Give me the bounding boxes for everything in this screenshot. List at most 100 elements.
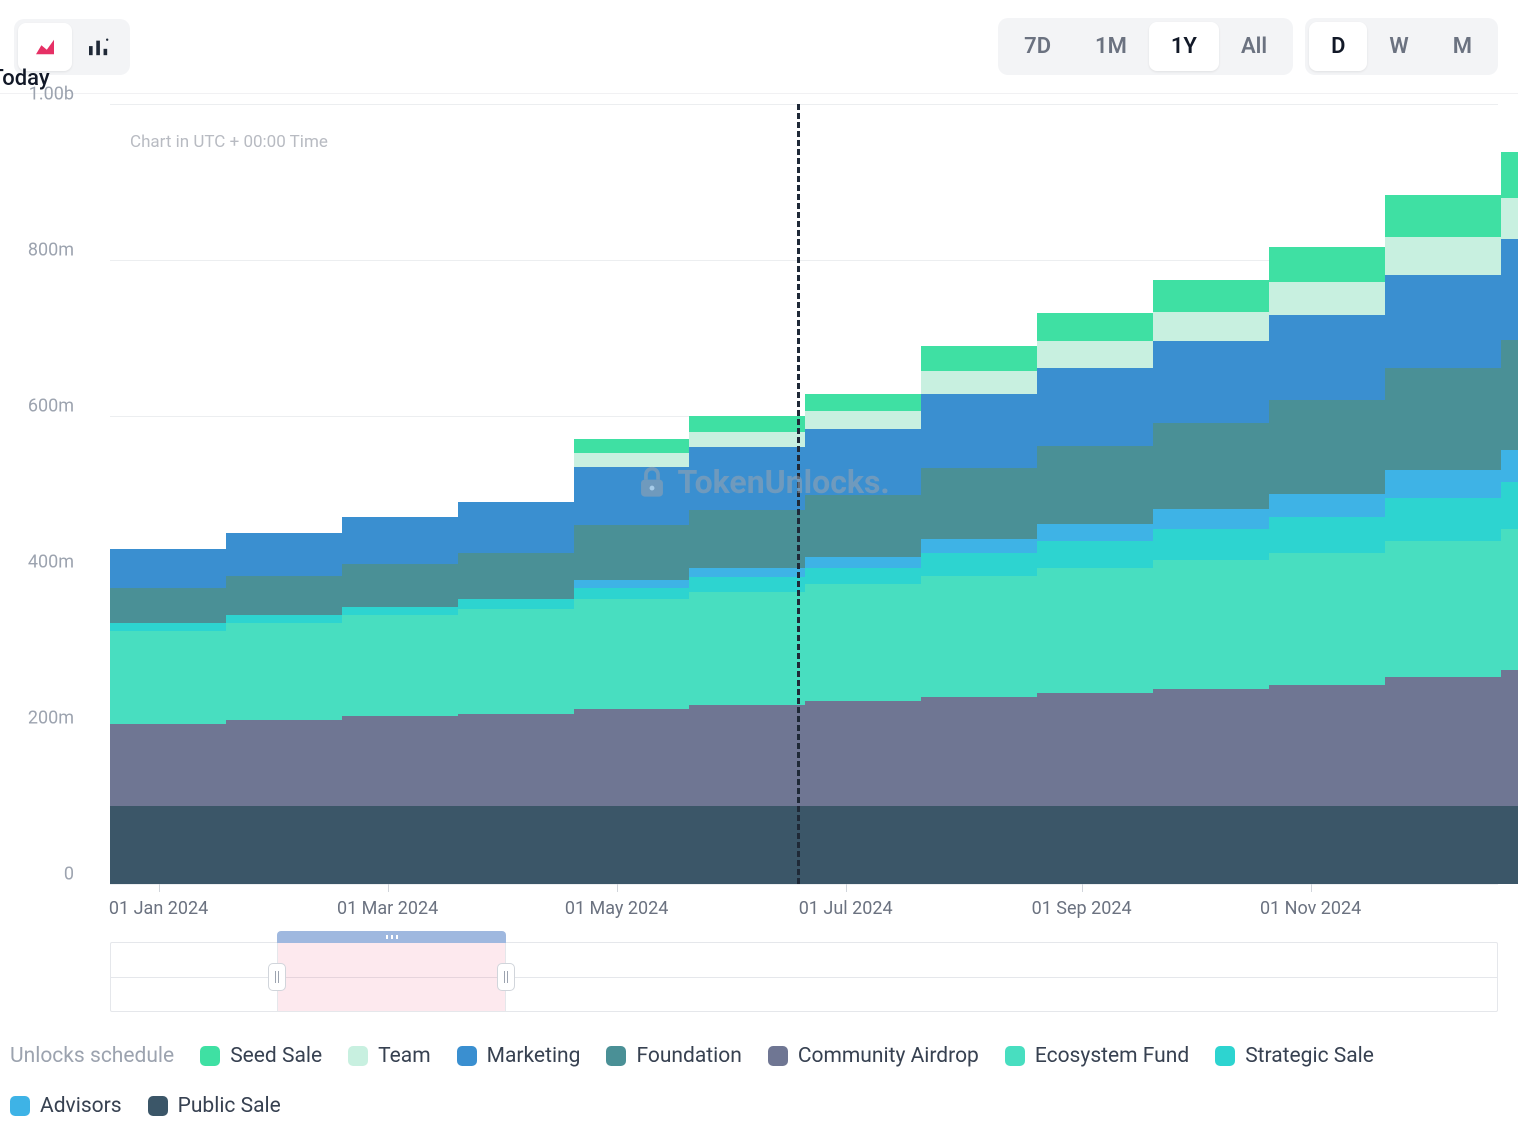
bar-segment-marketing bbox=[1269, 315, 1385, 401]
granularity-d[interactable]: D bbox=[1309, 22, 1367, 71]
bar-segment-strategic_sale bbox=[805, 568, 921, 584]
x-tick-label: 01 Sep 2024 bbox=[1032, 898, 1132, 919]
legend-label: Foundation bbox=[636, 1044, 741, 1068]
legend-item-public_sale[interactable]: Public Sale bbox=[148, 1094, 281, 1118]
legend-label: Advisors bbox=[40, 1094, 122, 1118]
legend-item-strategic_sale[interactable]: Strategic Sale bbox=[1215, 1044, 1374, 1068]
bar-stack bbox=[574, 439, 690, 884]
bar-segment-strategic_sale bbox=[1037, 541, 1153, 568]
bar-segment-marketing bbox=[342, 517, 458, 564]
legend-item-team[interactable]: Team bbox=[348, 1044, 431, 1068]
range-all[interactable]: All bbox=[1219, 22, 1289, 71]
bar-segment-marketing bbox=[1153, 341, 1269, 423]
plot-area[interactable]: Chart in UTC + 00:00 Time TokenUnlocks. bbox=[110, 104, 1498, 884]
bar-segment-ecosystem_fund bbox=[1269, 553, 1385, 686]
bar-stack bbox=[1501, 152, 1518, 884]
area-chart-button[interactable] bbox=[18, 23, 72, 71]
bar-stack bbox=[1385, 195, 1501, 884]
bar-segment-ecosystem_fund bbox=[1501, 529, 1518, 669]
bar-segment-community_airdrop bbox=[921, 697, 1037, 806]
bar-segment-team bbox=[805, 411, 921, 428]
bar-segment-public_sale bbox=[226, 806, 342, 884]
bar-stack bbox=[226, 533, 342, 884]
bar-segment-advisors bbox=[921, 539, 1037, 553]
bar-segment-community_airdrop bbox=[458, 714, 574, 806]
legend-item-marketing[interactable]: Marketing bbox=[457, 1044, 581, 1068]
granularity-m[interactable]: M bbox=[1431, 22, 1494, 71]
legend-title: Unlocks schedule bbox=[10, 1044, 174, 1068]
bar-segment-team bbox=[1037, 341, 1153, 368]
bar-segment-ecosystem_fund bbox=[921, 576, 1037, 697]
bar-segment-ecosystem_fund bbox=[342, 615, 458, 716]
bar-segment-marketing bbox=[1385, 275, 1501, 369]
legend-item-community_airdrop[interactable]: Community Airdrop bbox=[768, 1044, 979, 1068]
bar-chart-icon bbox=[88, 37, 110, 57]
legend-item-foundation[interactable]: Foundation bbox=[606, 1044, 741, 1068]
legend-item-ecosystem_fund[interactable]: Ecosystem Fund bbox=[1005, 1044, 1189, 1068]
bar-segment-seed_sale bbox=[1269, 247, 1385, 282]
y-tick-label: 800m bbox=[28, 240, 74, 261]
bar-segment-community_airdrop bbox=[110, 724, 226, 806]
bar-segment-ecosystem_fund bbox=[1037, 568, 1153, 693]
brush-window[interactable] bbox=[277, 943, 506, 1011]
bar-segment-marketing bbox=[226, 533, 342, 576]
time-brush[interactable] bbox=[110, 942, 1498, 1012]
bar-segment-advisors bbox=[1385, 470, 1501, 498]
bar-segment-advisors bbox=[1037, 524, 1153, 541]
bar-segment-strategic_sale bbox=[1269, 517, 1385, 552]
bar-stack bbox=[1153, 280, 1269, 884]
legend-item-advisors[interactable]: Advisors bbox=[10, 1094, 122, 1118]
bar-segment-team bbox=[1501, 198, 1518, 239]
bar-segment-seed_sale bbox=[574, 439, 690, 453]
bar-chart-button[interactable] bbox=[72, 23, 126, 71]
range-1y[interactable]: 1Y bbox=[1149, 22, 1219, 71]
bar-segment-community_airdrop bbox=[1037, 693, 1153, 806]
watermark-text: TokenUnlocks. bbox=[677, 463, 889, 501]
bar-segment-foundation bbox=[1501, 340, 1518, 449]
bar-segment-community_airdrop bbox=[1153, 689, 1269, 806]
chart-container: Today 0200m400m600m800m1.00b Chart in UT… bbox=[0, 94, 1518, 934]
range-1m[interactable]: 1M bbox=[1073, 22, 1149, 71]
bar-segment-advisors bbox=[1153, 509, 1269, 529]
bar-segment-team bbox=[921, 371, 1037, 394]
bar-segment-public_sale bbox=[458, 806, 574, 884]
y-tick-label: 0 bbox=[64, 864, 74, 885]
x-tick bbox=[1311, 884, 1312, 892]
legend-swatch bbox=[606, 1046, 626, 1066]
bar-segment-strategic_sale bbox=[226, 615, 342, 623]
range-7d[interactable]: 7D bbox=[1002, 22, 1073, 71]
legend-item-seed_sale[interactable]: Seed Sale bbox=[200, 1044, 322, 1068]
bar-segment-ecosystem_fund bbox=[110, 631, 226, 725]
bar-segment-marketing bbox=[1037, 368, 1153, 446]
bar-segment-strategic_sale bbox=[110, 623, 226, 631]
bar-segment-marketing bbox=[921, 394, 1037, 468]
bar-segment-ecosystem_fund bbox=[805, 584, 921, 701]
x-tick bbox=[1082, 884, 1083, 892]
y-axis: 0200m400m600m800m1.00b bbox=[0, 94, 90, 934]
bar-segment-public_sale bbox=[110, 806, 226, 884]
brush-handle-left[interactable] bbox=[268, 963, 286, 991]
legend-swatch bbox=[768, 1046, 788, 1066]
brush-handle-right[interactable] bbox=[497, 963, 515, 991]
bar-segment-foundation bbox=[921, 468, 1037, 538]
legend-swatch bbox=[200, 1046, 220, 1066]
bar-segment-advisors bbox=[805, 557, 921, 568]
bar-segment-ecosystem_fund bbox=[1153, 560, 1269, 689]
bar-segment-ecosystem_fund bbox=[574, 599, 690, 708]
bar-stack bbox=[1269, 247, 1385, 884]
bar-segment-public_sale bbox=[805, 806, 921, 884]
bar-segment-team bbox=[1269, 282, 1385, 315]
bar-segment-community_airdrop bbox=[1501, 670, 1518, 807]
x-tick bbox=[617, 884, 618, 892]
brush-tab[interactable] bbox=[277, 931, 506, 943]
bar-segment-public_sale bbox=[689, 806, 805, 884]
bar-segment-marketing bbox=[1501, 239, 1518, 340]
lock-icon bbox=[637, 465, 667, 499]
bar-segment-strategic_sale bbox=[1501, 482, 1518, 529]
bar-segment-foundation bbox=[574, 525, 690, 580]
legend: Unlocks schedule Seed Sale Team Marketing F… bbox=[0, 1012, 1518, 1118]
utc-note: Chart in UTC + 00:00 Time bbox=[130, 132, 328, 152]
granularity-w[interactable]: W bbox=[1367, 22, 1430, 71]
bar-segment-foundation bbox=[110, 588, 226, 623]
legend-label: Community Airdrop bbox=[798, 1044, 979, 1068]
